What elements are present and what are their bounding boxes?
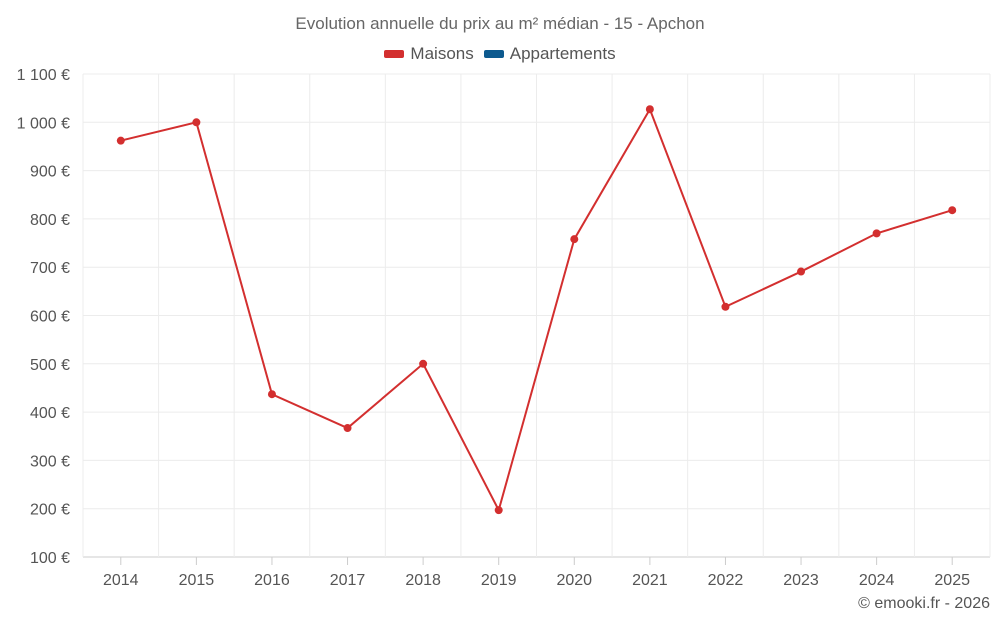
series-line-maisons — [120, 106, 953, 513]
legend-swatch-maisons — [384, 50, 405, 58]
legend-label-appartements: Appartements — [509, 44, 616, 63]
y-tick-label: 600 € — [30, 309, 70, 326]
x-tick-label: 2023 — [783, 572, 819, 589]
legend-item-maisons[interactable]: Maisons — [384, 44, 474, 64]
x-tick-label: 2020 — [556, 572, 592, 589]
x-tick-label: 2018 — [405, 572, 441, 589]
data-point — [872, 229, 881, 238]
x-tick-label: 2025 — [934, 572, 970, 589]
x-tick-label: 2022 — [708, 572, 744, 589]
chart-title: Evolution annuelle du prix au m² médian … — [295, 14, 705, 33]
y-tick-label: 400 € — [30, 405, 70, 422]
data-point — [645, 105, 654, 114]
x-tick-label: 2024 — [859, 572, 895, 589]
legend-item-appartements[interactable]: Appartements — [483, 44, 616, 64]
y-tick-label: 500 € — [30, 357, 70, 374]
data-point — [116, 136, 125, 145]
y-tick-label: 300 € — [30, 453, 70, 470]
data-point — [192, 118, 201, 127]
y-tick-label: 200 € — [30, 502, 70, 519]
y-tick-label: 700 € — [30, 260, 70, 277]
data-point — [570, 235, 579, 244]
legend-swatch-appartements — [483, 50, 504, 58]
data-point — [419, 359, 428, 368]
data-point — [721, 302, 730, 311]
x-tick-label: 2016 — [254, 572, 290, 589]
credit-text: © emooki.fr - 2026 — [858, 595, 990, 612]
x-tick-label: 2021 — [632, 572, 668, 589]
y-tick-label: 100 € — [30, 550, 70, 567]
legend-label-maisons: Maisons — [410, 44, 474, 63]
y-tick-label: 900 € — [30, 164, 70, 181]
x-tick-label: 2014 — [103, 572, 139, 589]
data-point — [494, 506, 503, 515]
data-point — [267, 390, 276, 399]
legend: Maisons Appartements — [0, 44, 1000, 64]
y-tick-label: 800 € — [30, 212, 70, 229]
x-tick-label: 2019 — [481, 572, 517, 589]
x-tick-label: 2017 — [330, 572, 366, 589]
y-tick-label: 1 100 € — [17, 67, 70, 84]
x-tick-label: 2015 — [179, 572, 215, 589]
data-point — [343, 424, 352, 433]
data-point — [797, 267, 806, 276]
data-point — [948, 206, 957, 215]
y-tick-label: 1 000 € — [17, 115, 70, 132]
